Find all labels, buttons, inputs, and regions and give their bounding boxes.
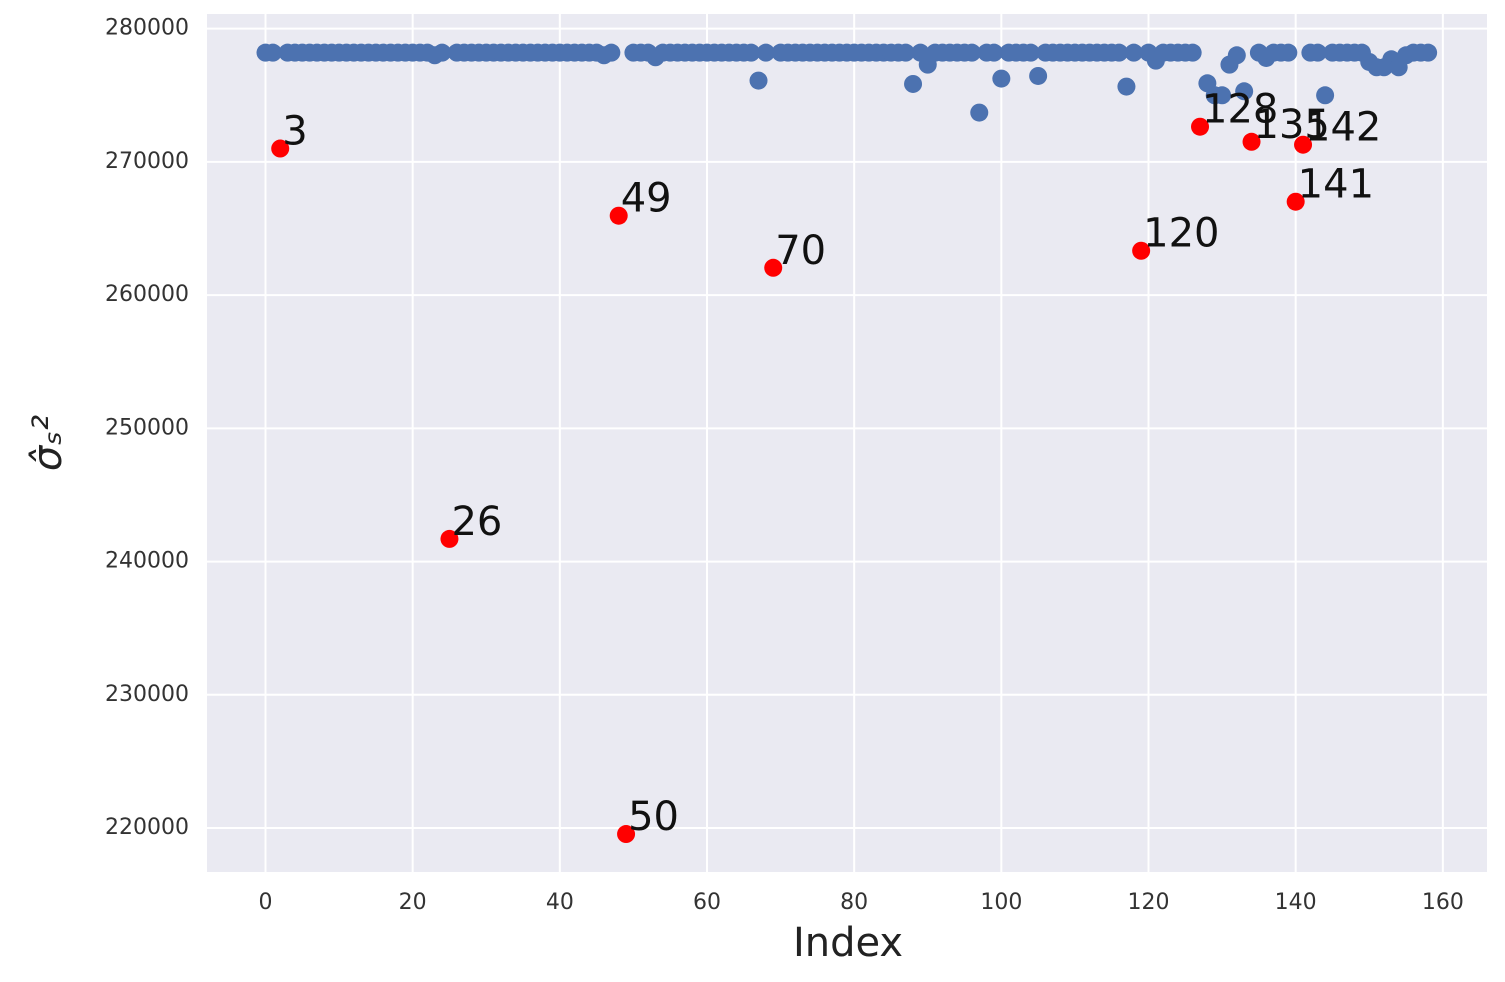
- point: [756, 43, 775, 62]
- x-tick-label: 120: [1128, 890, 1170, 915]
- point: [1242, 132, 1261, 151]
- point: [1316, 86, 1335, 105]
- point: [1227, 46, 1246, 65]
- point: [1235, 82, 1254, 101]
- annotation: 142: [1305, 105, 1381, 151]
- marks: [256, 43, 1438, 844]
- point: [1419, 43, 1438, 62]
- y-tick-label: 270000: [105, 149, 189, 174]
- annotation: 49: [621, 176, 672, 222]
- y-tick-label: 220000: [105, 815, 189, 840]
- point: [1124, 43, 1143, 62]
- y-tick-label: 240000: [105, 549, 189, 574]
- point: [1117, 77, 1136, 96]
- annotation: 3: [282, 109, 307, 155]
- point: [617, 825, 636, 844]
- annotation: 141: [1298, 162, 1374, 208]
- y-tick-label: 230000: [105, 682, 189, 707]
- point: [1308, 43, 1327, 62]
- x-tick-label: 40: [546, 890, 574, 915]
- grid: [207, 14, 1487, 872]
- point: [433, 43, 452, 62]
- point: [749, 71, 768, 90]
- point: [271, 139, 290, 158]
- x-tick-label: 20: [399, 890, 427, 915]
- point: [1286, 192, 1305, 211]
- point: [1191, 117, 1210, 136]
- point: [904, 74, 923, 93]
- annotation: 135: [1254, 102, 1330, 148]
- x-axis-label: Index: [793, 920, 903, 966]
- point: [764, 258, 783, 277]
- y-tick-label: 250000: [105, 415, 189, 440]
- point: [1183, 43, 1202, 62]
- point: [742, 43, 761, 62]
- annotation: 120: [1143, 211, 1219, 257]
- point: [962, 43, 981, 62]
- point: [263, 43, 282, 62]
- x-tick-label: 100: [980, 890, 1022, 915]
- x-tick-label: 0: [258, 890, 272, 915]
- point: [1021, 43, 1040, 62]
- point: [440, 529, 459, 548]
- y-tick-label: 260000: [105, 282, 189, 307]
- point: [602, 43, 621, 62]
- y-tick-label: 280000: [105, 16, 189, 41]
- annotation: 128: [1202, 87, 1278, 133]
- x-tick-label: 140: [1275, 890, 1317, 915]
- point: [1294, 135, 1313, 154]
- point: [992, 69, 1011, 88]
- point: [1132, 241, 1151, 260]
- point: [1213, 86, 1232, 105]
- x-tick-label: 80: [840, 890, 868, 915]
- point: [896, 43, 915, 62]
- point: [1279, 43, 1298, 62]
- x-tick-label: 60: [693, 890, 721, 915]
- point: [609, 206, 628, 225]
- plot-area: [207, 14, 1487, 872]
- annotation: 26: [451, 499, 502, 545]
- annotation: 50: [628, 794, 679, 840]
- y-axis-label: σ̂ₛ²: [25, 415, 71, 471]
- point: [984, 43, 1003, 62]
- point: [1110, 43, 1129, 62]
- annotation: 70: [775, 228, 826, 274]
- point: [970, 103, 989, 122]
- point: [1029, 66, 1048, 85]
- x-tick-label: 160: [1422, 890, 1464, 915]
